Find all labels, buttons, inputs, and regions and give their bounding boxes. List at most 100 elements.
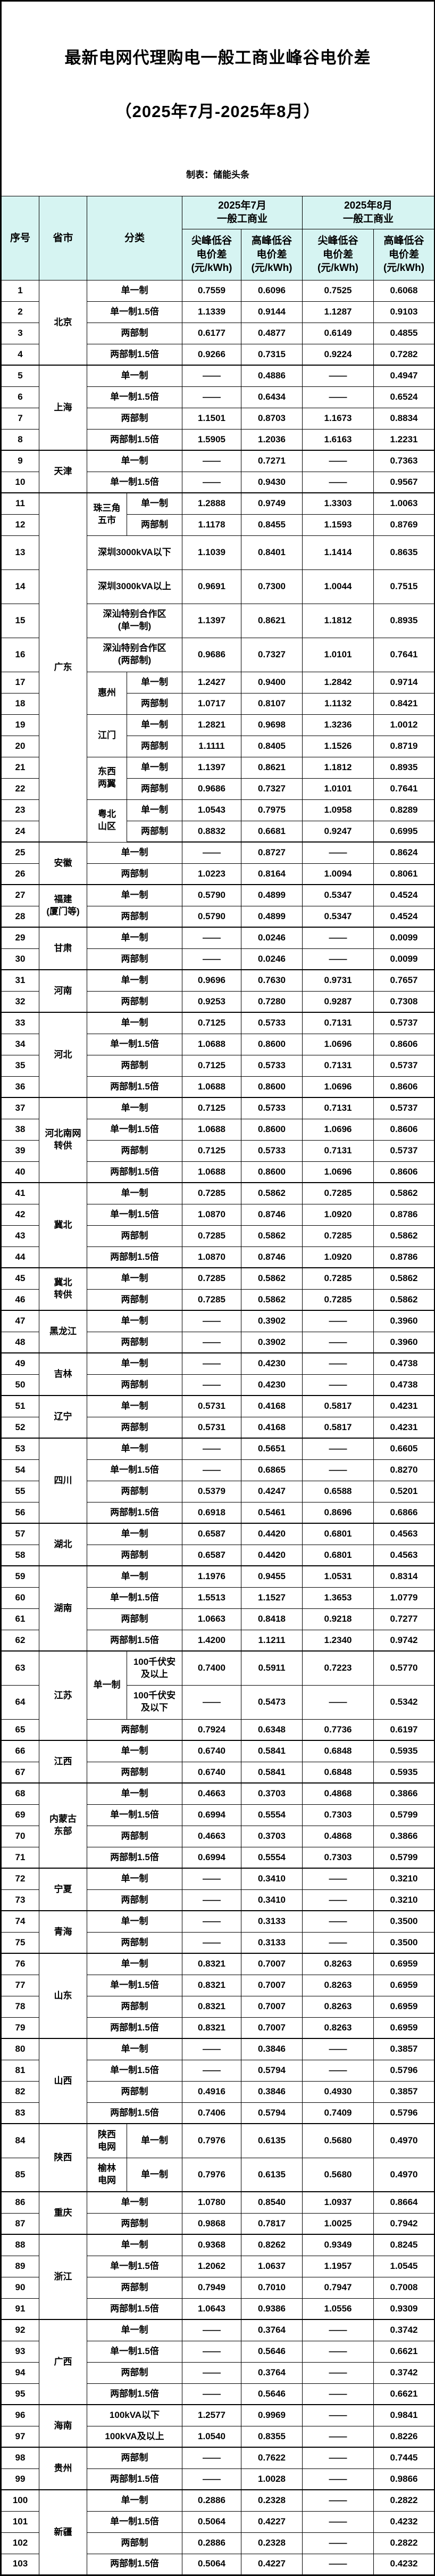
row-index-cell: 10	[1, 471, 39, 494]
category-cell: 两部制	[87, 863, 182, 886]
price-value-cell: 0.4970	[373, 2123, 435, 2158]
price-value-cell: 0.4227	[241, 2511, 303, 2533]
price-value-cell: 0.5817	[302, 1395, 374, 1417]
category-cell: 两部制1.5倍	[87, 2553, 182, 2576]
price-value-cell: 0.8624	[373, 841, 435, 864]
price-value-cell: 0.5862	[373, 1289, 435, 1311]
price-value-cell: 1.5513	[182, 1587, 241, 1609]
price-value-cell: 0.7327	[241, 778, 303, 800]
price-value-cell: 0.8746	[241, 1203, 303, 1226]
category-cell: 两部制	[87, 1931, 182, 1954]
table-row: 50 两部制 —— 0.4230 —— 0.4738	[1, 1374, 435, 1397]
row-index-cell: 94	[1, 2362, 39, 2384]
price-value-cell: 0.8786	[373, 1203, 435, 1226]
price-value-cell: 0.8321	[182, 1995, 241, 2018]
category-cell: 单一制	[87, 2489, 182, 2512]
row-index-cell: 3	[1, 322, 39, 344]
category-group-cell: 粤北 山区	[87, 799, 127, 843]
row-index-cell: 12	[1, 514, 39, 536]
price-value-cell: 0.4524	[373, 905, 435, 928]
price-value-cell: 0.4970	[373, 2157, 435, 2193]
price-value-cell: 0.5201	[373, 1480, 435, 1502]
category-cell: 单一制	[87, 1097, 182, 1119]
table-row: 24 两部制 0.8832 0.6681 0.9247 0.6995	[1, 820, 435, 843]
province-cell: 冀北 转供	[39, 1267, 87, 1311]
price-value-cell: 0.7125	[182, 1140, 241, 1162]
table-row: 52 两部制 0.5731 0.4168 0.5817 0.4231	[1, 1416, 435, 1439]
category-cell: 单一制	[87, 1740, 182, 1762]
price-value-cell: 0.7007	[241, 1953, 303, 1975]
price-value-cell: 1.1397	[182, 756, 241, 779]
price-value-cell: 0.7285	[182, 1182, 241, 1204]
table-row: 19 江门 单一制 1.2821 0.9698 1.3236 1.0012	[1, 714, 435, 757]
category-cell: 两部制	[127, 735, 182, 757]
category-cell: 单一制1.5倍	[87, 1203, 182, 1226]
row-index-cell: 103	[1, 2553, 39, 2576]
price-value-cell: 0.9144	[241, 301, 303, 323]
price-value-cell: 1.0028	[241, 2468, 303, 2491]
price-value-cell: 0.9247	[302, 820, 374, 843]
row-index-cell: 14	[1, 569, 39, 604]
price-value-cell: ——	[182, 1310, 241, 1332]
price-value-cell: ——	[302, 2489, 374, 2512]
price-value-cell: 0.5737	[373, 1097, 435, 1119]
price-value-cell: 0.6959	[373, 1995, 435, 2018]
table-row: 82 两部制 0.4916 0.3846 0.4930 0.3857	[1, 2080, 435, 2103]
price-value-cell: ——	[182, 2340, 241, 2363]
table-row: 25 安徽 单一制 —— 0.8727 —— 0.8624	[1, 841, 435, 886]
province-cell: 内蒙古 东部	[39, 1782, 87, 1869]
price-value-cell: 0.5770	[373, 1650, 435, 1686]
row-index-cell: 56	[1, 1501, 39, 1524]
row-index-cell: 70	[1, 1825, 39, 1847]
price-value-cell: 0.5790	[182, 905, 241, 928]
price-value-cell: 0.3742	[373, 2362, 435, 2384]
row-index-cell: 16	[1, 637, 39, 672]
province-cell: 冀北	[39, 1182, 87, 1269]
category-cell: 单一制	[127, 756, 182, 779]
price-value-cell: ——	[182, 1931, 241, 1954]
price-value-cell: 0.6918	[182, 1501, 241, 1524]
table-row: 11 广东 珠三角 五市 单一制 1.2888 0.9749 1.3303 1.0063	[1, 492, 435, 843]
row-index-cell: 49	[1, 1352, 39, 1375]
table-row: 22 两部制 0.9686 0.7327 1.0101 0.7641	[1, 778, 435, 800]
province-cell: 青海	[39, 1910, 87, 1954]
row-index-cell: 97	[1, 2425, 39, 2448]
price-value-cell: 0.3857	[373, 2080, 435, 2103]
price-value-cell: 0.8321	[182, 1953, 241, 1975]
row-index-cell: 41	[1, 1182, 39, 1204]
price-value-cell: 0.8401	[241, 535, 303, 570]
price-value-cell: 0.5862	[373, 1267, 435, 1290]
category-group-cell: 单一制	[87, 1650, 127, 1720]
price-value-cell: 0.9430	[241, 471, 303, 494]
price-value-cell: 0.2328	[241, 2489, 303, 2512]
price-value-cell: 1.0780	[182, 2191, 241, 2214]
province-cell: 上海	[39, 365, 87, 451]
price-value-cell: 0.5737	[373, 1140, 435, 1162]
price-value-cell: 0.3846	[241, 2080, 303, 2103]
price-value-cell: 0.3857	[373, 2038, 435, 2060]
category-group-cell: 东西 两翼	[87, 756, 127, 800]
price-value-cell: 0.9266	[182, 343, 241, 366]
price-value-cell: 0.9309	[373, 2298, 435, 2321]
price-value-cell: 0.5841	[241, 1740, 303, 1762]
price-value-cell: 0.6588	[302, 1480, 374, 1502]
price-value-cell: 0.8321	[182, 2017, 241, 2040]
province-cell: 天津	[39, 450, 87, 494]
price-value-cell: 1.0870	[182, 1246, 241, 1269]
category-cell: 两部制1.5倍	[87, 428, 182, 451]
price-value-cell: 0.7007	[241, 1974, 303, 1996]
table-row: 42 单一制1.5倍 1.0870 0.8746 1.0920 0.8786	[1, 1203, 435, 1226]
category-cell: 两部制1.5倍	[87, 2468, 182, 2491]
price-value-cell: 0.8600	[241, 1161, 303, 1184]
price-value-cell: ——	[302, 2511, 374, 2533]
price-value-cell: 0.7285	[302, 1225, 374, 1247]
category-cell: 两部制	[87, 1825, 182, 1847]
price-value-cell: 0.4663	[182, 1825, 241, 1847]
row-index-cell: 59	[1, 1565, 39, 1588]
price-value-cell: 1.0688	[182, 1118, 241, 1141]
table-row: 9 天津 单一制 —— 0.7271 —— 0.7363	[1, 450, 435, 494]
row-index-cell: 102	[1, 2532, 39, 2554]
row-index-cell: 6	[1, 386, 39, 408]
price-value-cell: 1.0063	[373, 492, 435, 515]
price-value-cell: ——	[182, 1438, 241, 1460]
